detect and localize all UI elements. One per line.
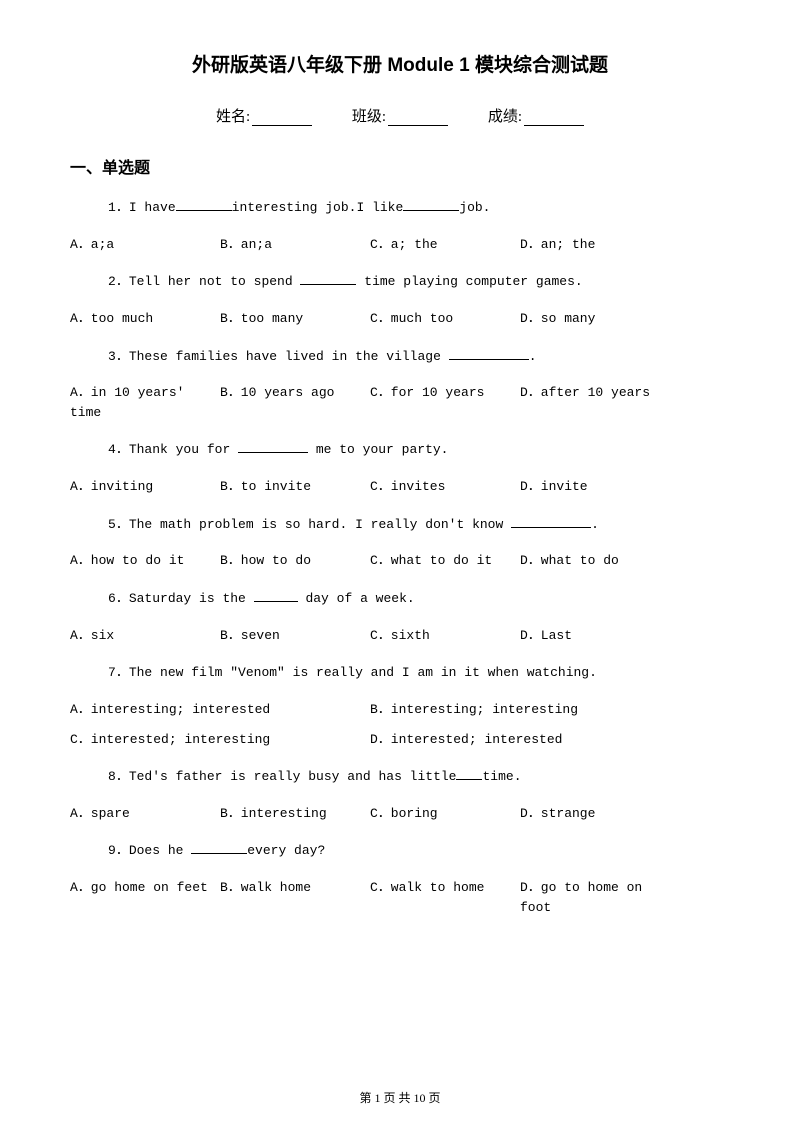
option-c: C．invites	[370, 477, 520, 497]
options-row: A．too much B．too many C．much too D．so ma…	[70, 309, 730, 329]
question-text: 2．Tell her not to spend time playing com…	[70, 272, 730, 293]
options-row: A．in 10 years' time B．10 years ago C．for…	[70, 383, 730, 422]
question-text: 4．Thank you for me to your party.	[70, 440, 730, 461]
option-c: C．walk to home	[370, 878, 520, 917]
option-d: D．Last	[520, 626, 670, 646]
question-9: 9．Does he every day? A．go home on feet B…	[70, 841, 730, 917]
option-c: C．for 10 years	[370, 383, 520, 422]
class-field: 班级:	[352, 105, 448, 126]
option-b: B．interesting	[220, 804, 370, 824]
question-7: 7．The new film "Venom" is really and I a…	[70, 663, 730, 749]
score-label: 成绩:	[488, 109, 522, 125]
option-b: B．how to do	[220, 551, 370, 571]
name-field: 姓名:	[216, 105, 312, 126]
options-row: C．interested; interesting D．interested; …	[70, 730, 730, 750]
name-label: 姓名:	[216, 109, 250, 125]
option-a: A．six	[70, 626, 220, 646]
option-b: B．10 years ago	[220, 383, 370, 422]
section-header: 一、单选题	[70, 154, 730, 178]
options-row: A．interesting; interested B．interesting;…	[70, 700, 730, 720]
question-2: 2．Tell her not to spend time playing com…	[70, 272, 730, 328]
question-text: 1．I haveinteresting job.I likejob.	[70, 198, 730, 219]
question-text: 7．The new film "Venom" is really and I a…	[70, 663, 730, 684]
option-a: A．go home on feet	[70, 878, 220, 917]
question-text: 6．Saturday is the day of a week.	[70, 589, 730, 610]
option-b: B．an;a	[220, 235, 370, 255]
option-b: B．seven	[220, 626, 370, 646]
option-c: C．much too	[370, 309, 520, 329]
option-d: D．strange	[520, 804, 670, 824]
options-row: A．how to do it B．how to do C．what to do …	[70, 551, 730, 571]
options-row: A．six B．seven C．sixth D．Last	[70, 626, 730, 646]
student-info-line: 姓名: 班级: 成绩:	[70, 105, 730, 126]
option-b: B．too many	[220, 309, 370, 329]
option-d: D．what to do	[520, 551, 670, 571]
option-a: A．too much	[70, 309, 220, 329]
option-a: A．interesting; interested	[70, 700, 370, 720]
options-row: A．spare B．interesting C．boring D．strange	[70, 804, 730, 824]
option-c: C．interested; interesting	[70, 730, 370, 750]
question-3: 3．These families have lived in the villa…	[70, 347, 730, 423]
question-text: 3．These families have lived in the villa…	[70, 347, 730, 368]
option-d: D．so many	[520, 309, 670, 329]
score-field: 成绩:	[488, 105, 584, 126]
option-d: D．interested; interested	[370, 730, 670, 750]
option-b: B．to invite	[220, 477, 370, 497]
document-title: 外研版英语八年级下册 Module 1 模块综合测试题	[70, 50, 730, 77]
option-a: A．spare	[70, 804, 220, 824]
question-text: 8．Ted's father is really busy and has li…	[70, 767, 730, 788]
option-c: C．a; the	[370, 235, 520, 255]
option-a: A．how to do it	[70, 551, 220, 571]
question-text: 9．Does he every day?	[70, 841, 730, 862]
options-row: A．go home on feet B．walk home C．walk to …	[70, 878, 730, 917]
option-d: D．after 10 years	[520, 383, 670, 422]
option-c: C．sixth	[370, 626, 520, 646]
option-a: A．in 10 years' time	[70, 383, 220, 422]
option-d: D．go to home on foot	[520, 878, 670, 917]
option-b: B．walk home	[220, 878, 370, 917]
question-5: 5．The math problem is so hard. I really …	[70, 515, 730, 571]
option-c: C．what to do it	[370, 551, 520, 571]
question-6: 6．Saturday is the day of a week. A．six B…	[70, 589, 730, 645]
question-text: 5．The math problem is so hard. I really …	[70, 515, 730, 536]
question-1: 1．I haveinteresting job.I likejob. A．a;a…	[70, 198, 730, 254]
question-4: 4．Thank you for me to your party. A．invi…	[70, 440, 730, 496]
option-d: D．invite	[520, 477, 670, 497]
options-row: A．a;a B．an;a C．a; the D．an; the	[70, 235, 730, 255]
option-a: A．a;a	[70, 235, 220, 255]
question-8: 8．Ted's father is really busy and has li…	[70, 767, 730, 823]
page-footer: 第 1 页 共 10 页	[0, 1089, 800, 1106]
option-d: D．an; the	[520, 235, 670, 255]
option-b: B．interesting; interesting	[370, 700, 670, 720]
option-a: A．inviting	[70, 477, 220, 497]
option-c: C．boring	[370, 804, 520, 824]
options-row: A．inviting B．to invite C．invites D．invit…	[70, 477, 730, 497]
class-label: 班级:	[352, 109, 386, 125]
